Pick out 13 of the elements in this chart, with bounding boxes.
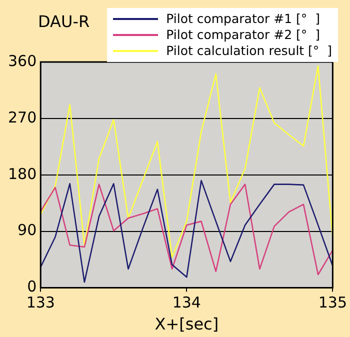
- x-tick-label: 134: [172, 294, 201, 312]
- legend-label: Pilot comparator #1 [° ]: [166, 11, 320, 27]
- y-tick-label: 270: [8, 108, 37, 126]
- x-axis-title: X+[sec]: [154, 314, 219, 334]
- legend-label: Pilot comparator #2 [° ]: [166, 27, 320, 43]
- legend-label: Pilot calculation result [° ]: [166, 43, 332, 59]
- x-tick-label: 133: [26, 294, 55, 312]
- y-tick-label: 180: [8, 164, 37, 183]
- chart-title: DAU-R: [38, 12, 90, 31]
- y-tick-label: 0: [27, 278, 37, 296]
- y-tick-label: 360: [8, 52, 37, 70]
- y-tick-label: 90: [18, 221, 37, 240]
- x-tick-label: 135: [318, 294, 348, 312]
